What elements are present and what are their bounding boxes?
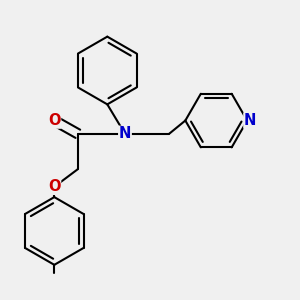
Text: N: N	[119, 126, 131, 141]
Text: O: O	[48, 113, 61, 128]
Text: O: O	[48, 179, 61, 194]
Text: N: N	[244, 113, 256, 128]
